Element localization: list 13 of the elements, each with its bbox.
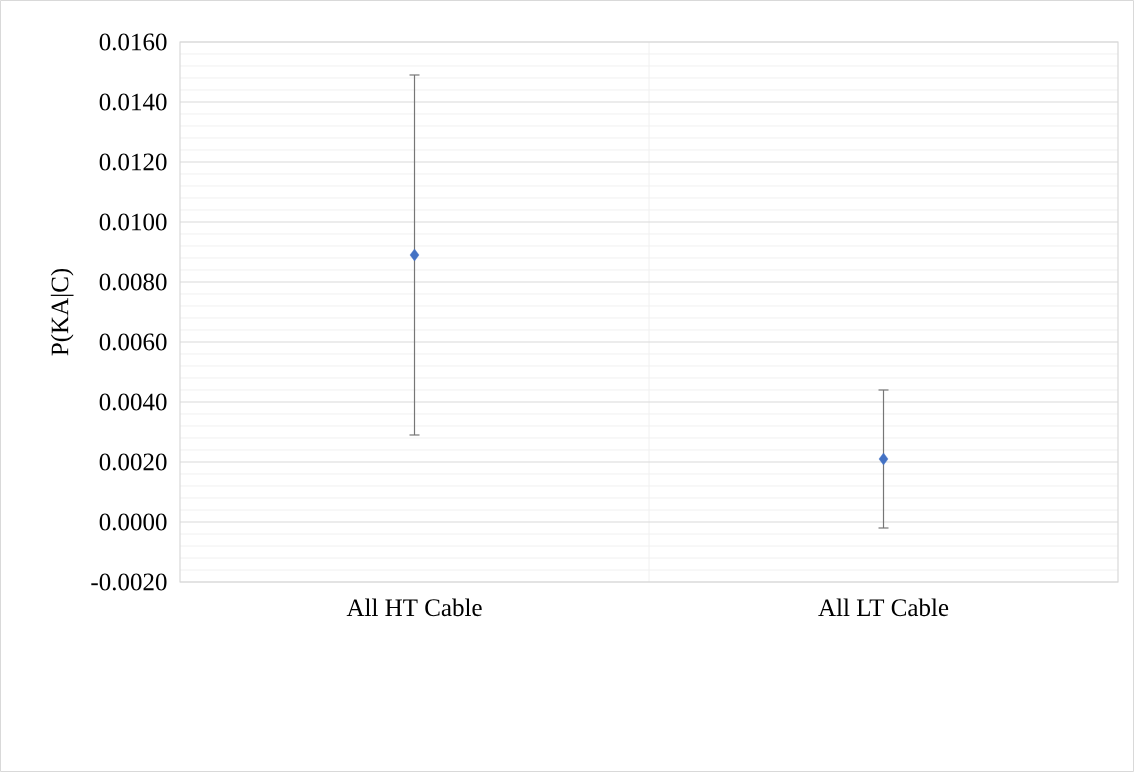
y-tick-label: 0.0040	[99, 393, 167, 411]
y-tick-label: 0.0080	[99, 273, 167, 291]
y-tick-label: 0.0140	[99, 93, 167, 111]
x-tick-label: All LT Cable	[818, 598, 949, 617]
y-tick-label: 0.0000	[99, 513, 167, 531]
y-tick-label: 0.0020	[99, 453, 167, 471]
x-tick-label: All HT Cable	[346, 598, 482, 617]
y-tick-label: 0.0100	[99, 213, 167, 231]
y-tick-label: 0.0060	[99, 333, 167, 351]
y-tick-label: -0.0020	[91, 573, 167, 591]
y-tick-label: 0.0120	[99, 153, 167, 171]
y-tick-label: 0.0160	[99, 33, 167, 51]
y-axis-title: P(KA|C)	[50, 268, 74, 356]
